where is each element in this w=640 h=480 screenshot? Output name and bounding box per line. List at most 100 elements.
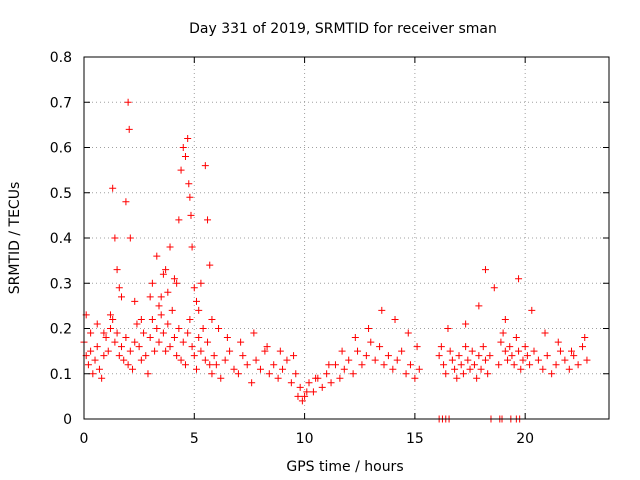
data-point — [451, 365, 459, 373]
data-point — [155, 338, 163, 346]
data-point — [462, 320, 470, 328]
data-point — [331, 361, 339, 369]
data-point — [380, 361, 388, 369]
data-point — [453, 374, 461, 382]
data-point — [497, 338, 505, 346]
data-point — [193, 297, 200, 305]
data-point — [539, 365, 547, 373]
x-tick-label: 20 — [516, 431, 534, 447]
data-point — [521, 343, 529, 351]
data-point — [296, 383, 304, 391]
data-point — [204, 216, 212, 224]
data-point — [126, 347, 134, 355]
data-point — [131, 297, 139, 305]
data-point — [464, 356, 472, 364]
data-point — [325, 361, 333, 369]
data-point — [402, 370, 410, 378]
y-tick-label: 0.7 — [50, 95, 72, 111]
data-point — [153, 252, 161, 260]
data-point — [106, 311, 114, 319]
data-point — [389, 365, 397, 373]
data-point — [129, 365, 137, 373]
data-point — [345, 356, 353, 364]
data-point — [530, 347, 538, 355]
data-point — [371, 356, 379, 364]
data-point — [157, 293, 165, 301]
data-point — [327, 379, 335, 387]
data-point — [197, 347, 205, 355]
data-point — [239, 352, 247, 360]
data-point — [208, 370, 216, 378]
data-point — [243, 361, 251, 369]
data-point — [459, 370, 467, 378]
y-tick-label: 0 — [63, 412, 72, 428]
data-point — [124, 98, 132, 106]
data-point — [164, 288, 172, 296]
y-tick-label: 0.4 — [50, 231, 72, 247]
data-point — [318, 383, 326, 391]
data-point — [556, 347, 564, 355]
data-point — [517, 365, 525, 373]
x-tick-label: 15 — [406, 431, 424, 447]
data-point — [206, 261, 214, 269]
data-point — [583, 356, 591, 364]
data-point — [201, 356, 209, 364]
data-point — [104, 347, 112, 355]
data-point — [411, 374, 419, 382]
data-point — [340, 365, 348, 373]
data-point — [168, 306, 176, 314]
data-point — [190, 352, 198, 360]
data-point — [125, 125, 133, 133]
data-point — [93, 343, 101, 351]
data-point — [354, 347, 362, 355]
data-point — [162, 266, 170, 274]
data-point — [184, 329, 192, 337]
data-point — [204, 338, 212, 346]
y-tick-label: 0.5 — [50, 186, 72, 202]
data-point — [519, 356, 527, 364]
data-point — [303, 388, 311, 396]
data-point — [384, 352, 392, 360]
data-point — [170, 275, 178, 283]
data-point — [124, 361, 132, 369]
data-point — [95, 365, 103, 373]
data-point — [506, 343, 514, 351]
data-point — [565, 365, 573, 373]
data-point — [212, 361, 220, 369]
data-point — [197, 279, 205, 287]
data-point — [106, 325, 114, 332]
data-point — [109, 184, 117, 192]
data-point — [98, 374, 106, 382]
data-point — [148, 279, 156, 287]
data-point — [208, 315, 216, 323]
data-point — [376, 343, 384, 351]
data-point — [548, 370, 556, 378]
data-point — [188, 343, 196, 351]
data-point — [175, 216, 183, 224]
data-point — [166, 343, 174, 351]
grid-lines — [84, 57, 609, 419]
data-point — [133, 320, 141, 328]
data-point — [113, 329, 121, 337]
data-point — [162, 347, 170, 355]
data-point — [87, 347, 95, 355]
data-point — [210, 352, 218, 360]
data-point — [226, 347, 234, 355]
data-point — [481, 266, 489, 274]
data-point — [137, 356, 145, 364]
data-point — [568, 347, 575, 355]
data-point — [234, 370, 242, 378]
y-axis-label: SRMTID / TECUs — [7, 182, 23, 295]
data-point — [274, 374, 282, 382]
data-point — [475, 352, 483, 360]
data-point — [490, 284, 498, 292]
data-point — [365, 325, 373, 332]
data-point — [118, 293, 125, 301]
data-point — [358, 361, 366, 369]
data-point — [541, 329, 549, 337]
data-point — [221, 356, 229, 364]
data-point — [305, 379, 313, 387]
data-point — [367, 338, 375, 346]
data-point — [265, 370, 273, 378]
